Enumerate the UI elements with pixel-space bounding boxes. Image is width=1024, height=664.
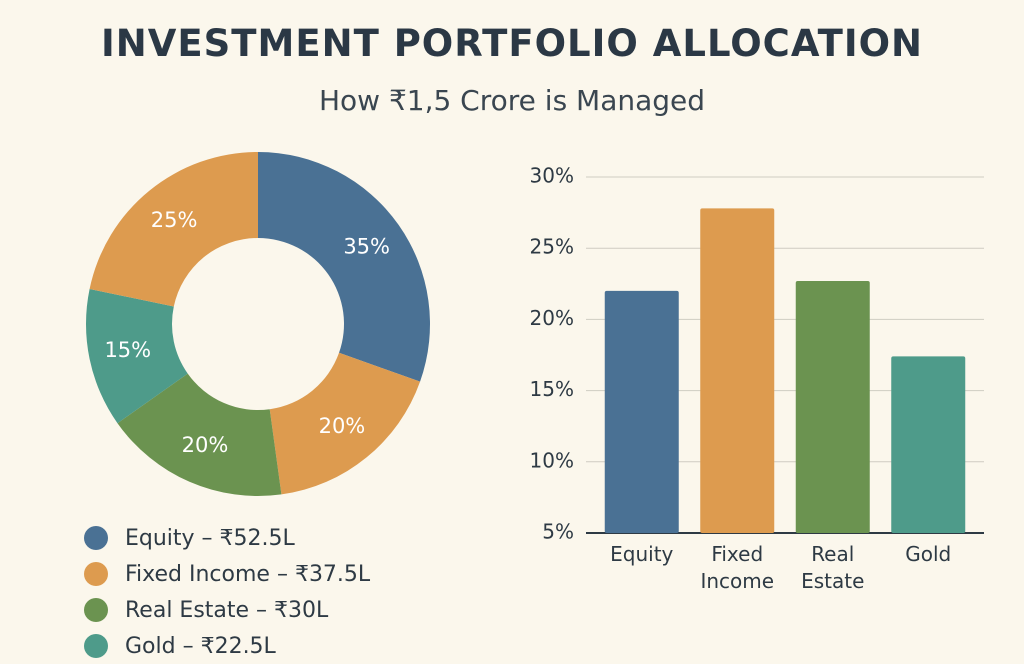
legend-label: Real Estate – ₹30L: [125, 597, 329, 623]
donut-slice: [85, 289, 188, 424]
bar: [795, 280, 870, 533]
x-tick-label: Real: [811, 542, 854, 566]
donut-slice: [258, 152, 430, 382]
x-tick-label: Gold: [905, 542, 951, 566]
y-tick-label: 25%: [530, 235, 574, 259]
bar: [700, 208, 775, 533]
y-tick-label: 5%: [542, 520, 574, 544]
slice-percent-label: 20%: [182, 433, 229, 457]
legend-label: Equity – ₹52.5L: [125, 525, 295, 551]
donut-legend: Equity – ₹52.5L Fixed Income – ₹37.5L Real…: [84, 520, 370, 664]
legend-swatch: [84, 562, 108, 586]
legend-swatch: [84, 634, 108, 658]
slice-percent-label: 25%: [151, 208, 198, 232]
x-tick-label: Estate: [801, 569, 864, 593]
legend-label: Gold – ₹22.5L: [125, 633, 276, 659]
donut-slice: [269, 352, 421, 495]
slice-percent-label: 35%: [343, 234, 390, 258]
slice-percent-label: 20%: [319, 414, 366, 438]
donut-slice: [89, 152, 258, 307]
x-tick-label: Fixed: [711, 542, 763, 566]
x-tick-label: Income: [700, 569, 774, 593]
y-tick-label: 10%: [530, 448, 574, 472]
y-tick-label: 30%: [530, 164, 574, 188]
bar: [604, 290, 679, 533]
chart-title: INVESTMENT PORTFOLIO ALLOCATION: [100, 22, 924, 65]
chart-subtitle: How ₹1,5 Crore is Managed: [318, 84, 706, 117]
legend-item: Real Estate – ₹30L: [84, 592, 370, 628]
donut-slice: [117, 373, 282, 496]
legend-swatch: [84, 598, 108, 622]
legend-label: Fixed Income – ₹37.5L: [125, 561, 371, 587]
slice-percent-label: 15%: [104, 338, 151, 362]
bar-chart: 5% 10% 15% 20% 25% 30% Equity Fixed Income Real Es…: [530, 164, 984, 593]
donut-chart: 35% 20% 20% 15% 25%: [85, 152, 430, 496]
legend-item: Gold – ₹22.5L: [84, 628, 370, 664]
bar: [891, 356, 966, 533]
y-tick-label: 20%: [530, 306, 574, 330]
legend-item: Fixed Income – ₹37.5L: [84, 556, 370, 592]
y-tick-label: 15%: [530, 377, 574, 401]
legend-swatch: [84, 526, 108, 550]
x-tick-label: Equity: [610, 542, 673, 566]
legend-item: Equity – ₹52.5L: [84, 520, 370, 556]
